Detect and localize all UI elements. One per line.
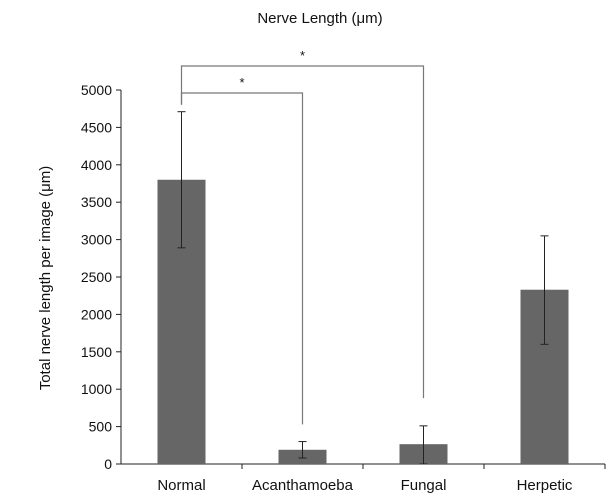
y-axis-label: Total nerve length per image (μm)	[37, 166, 54, 391]
y-tick-label: 3500	[81, 194, 112, 210]
y-tick-label: 4000	[81, 157, 112, 173]
y-tick-label: 2000	[81, 306, 112, 322]
y-tick-label: 0	[104, 456, 112, 472]
y-tick-label: 4500	[81, 119, 112, 135]
chart-title: Nerve Length (μm)	[257, 10, 382, 27]
y-tick-label: 5000	[81, 82, 112, 98]
y-tick-label: 2500	[81, 269, 112, 285]
significance-marker: *	[239, 75, 244, 90]
y-tick-label: 500	[89, 419, 113, 435]
y-tick-label: 1000	[81, 381, 112, 397]
significance-bracket	[180, 65, 425, 399]
x-category-label: Normal	[157, 477, 205, 494]
x-category-label: Fungal	[401, 477, 447, 494]
plot-area: 0 500 1000 1500 2000 2500 3000 3500 4000 4500 5000…	[81, 48, 606, 494]
y-tick-label: 1500	[81, 344, 112, 360]
y-tick-label: 3000	[81, 232, 112, 248]
x-category-label: Herpetic	[517, 477, 573, 494]
x-category-label: Acanthamoeba	[252, 477, 354, 494]
significance-marker: *	[300, 48, 305, 63]
